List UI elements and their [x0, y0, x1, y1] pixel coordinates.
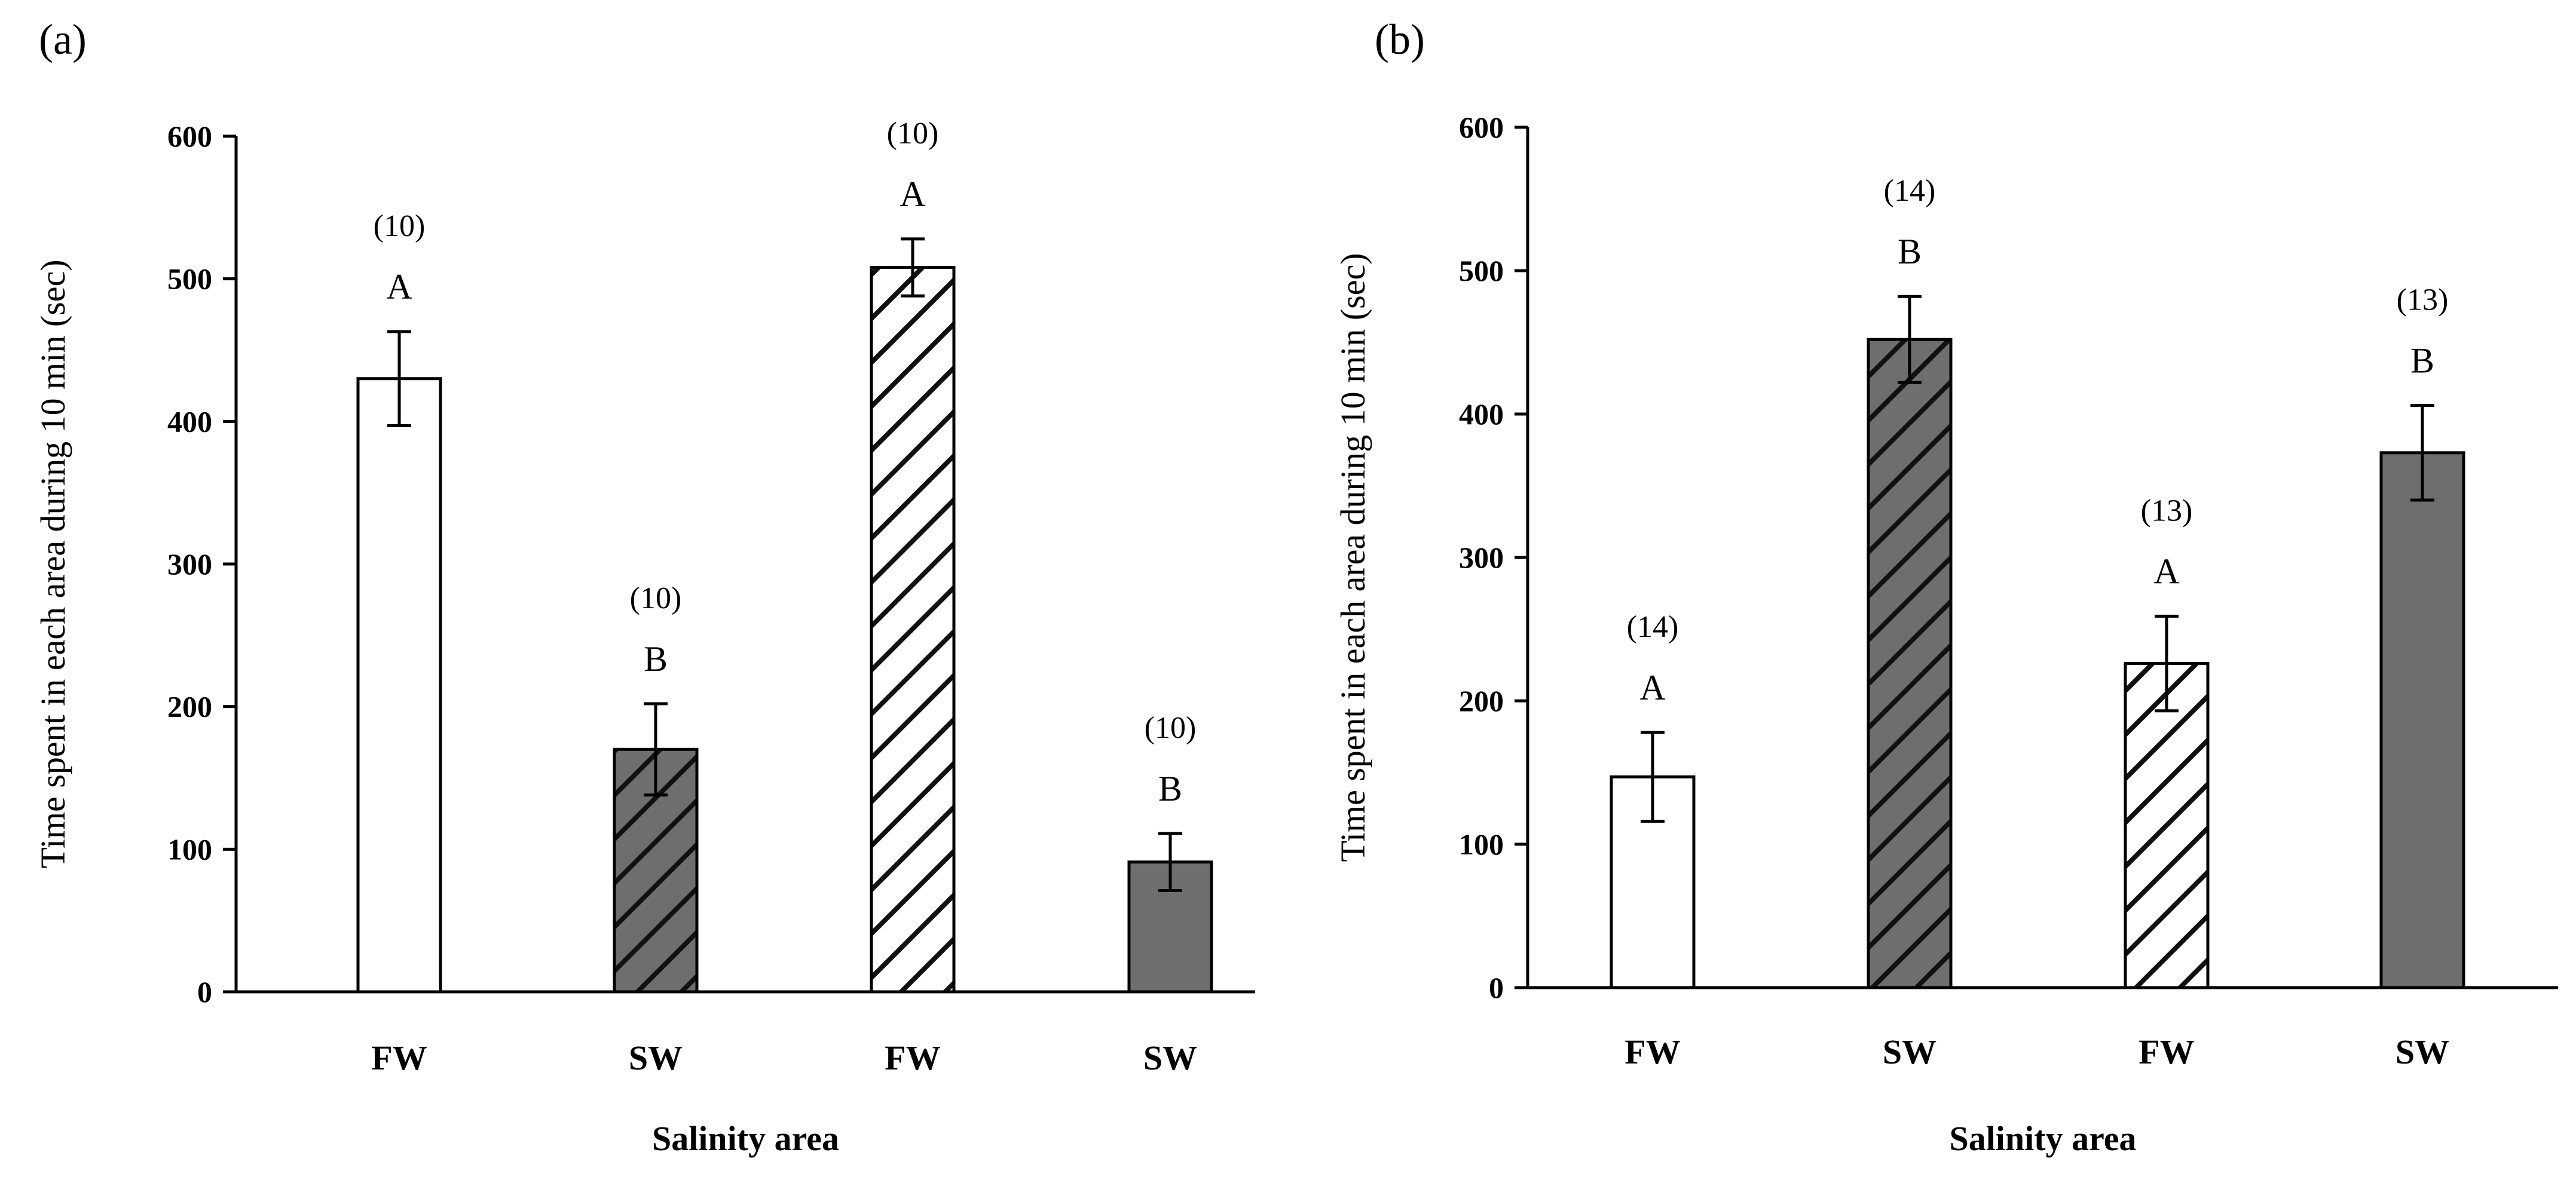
- bar-fw: [870, 266, 956, 994]
- sample-size-label: (13): [2141, 494, 2193, 528]
- sample-size-label: (13): [2397, 283, 2449, 317]
- category-label: SW: [1883, 1032, 1936, 1071]
- significance-letter: B: [1158, 769, 1182, 808]
- y-tick-label: 500: [167, 262, 212, 296]
- sample-size-label: (14): [1884, 174, 1936, 208]
- bar-fw: [356, 377, 442, 994]
- panel-label: (a): [39, 16, 87, 63]
- sample-size-label: (14): [1627, 610, 1679, 644]
- panel-b: (b) 0 100 200 300 400 500 600 Time spent in each…: [1333, 16, 2558, 1158]
- significance-letter: A: [1639, 668, 1665, 707]
- sample-size-label: (10): [630, 581, 682, 615]
- panel-label: (b): [1375, 16, 1425, 63]
- significance-letter: B: [644, 639, 668, 679]
- significance-letter: B: [2410, 341, 2434, 381]
- category-label: SW: [2396, 1032, 2449, 1071]
- y-axis-label: Time spent in each area during 10 min (s…: [1333, 253, 1372, 862]
- y-tick-label: 500: [1459, 254, 1504, 287]
- y-tick-label: 400: [167, 404, 212, 438]
- bar-fw: [2124, 662, 2210, 989]
- y-axis-label: Time spent in each area during 10 min (s…: [33, 259, 72, 868]
- category-label: FW: [2138, 1032, 2194, 1071]
- y-tick-label: 100: [1459, 828, 1504, 861]
- bar-sw: [2379, 451, 2465, 989]
- bar-sw: [1867, 338, 1953, 989]
- y-tick-label: 400: [1459, 397, 1504, 431]
- y-tick-label: 100: [167, 832, 212, 866]
- y-tick-label: 200: [167, 690, 212, 724]
- y-tick-label: 300: [1459, 541, 1504, 574]
- category-label: FW: [371, 1038, 427, 1077]
- x-axis-label: Salinity area: [1949, 1119, 2136, 1158]
- sample-size-label: (10): [1145, 711, 1197, 745]
- sample-size-label: (10): [887, 117, 939, 151]
- significance-letter: A: [386, 267, 412, 307]
- y-tick-label: 0: [1489, 971, 1504, 1004]
- y-tick-label: 300: [167, 547, 212, 581]
- panel-a: (a) 0 100 200 300 400 500 600 Time spent in each…: [33, 16, 1255, 1158]
- y-tick-label: 600: [1459, 111, 1504, 144]
- y-tick-label: 200: [1459, 684, 1504, 718]
- category-label: FW: [1624, 1032, 1680, 1071]
- sample-size-label: (10): [374, 209, 426, 243]
- significance-letter: A: [2153, 551, 2179, 591]
- significance-letter: B: [1898, 232, 1922, 271]
- category-label: FW: [885, 1038, 940, 1077]
- x-axis-label: Salinity area: [652, 1119, 839, 1158]
- y-tick-label: 0: [197, 975, 212, 1009]
- y-tick-label: 600: [167, 119, 212, 153]
- category-label: SW: [1143, 1038, 1197, 1077]
- category-label: SW: [629, 1038, 683, 1077]
- significance-letter: A: [900, 174, 925, 214]
